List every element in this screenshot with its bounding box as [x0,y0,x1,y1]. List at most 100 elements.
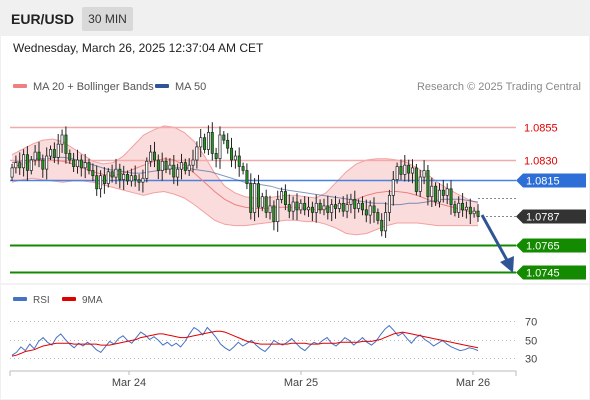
candle [49,145,53,160]
candle-body-down [37,151,41,161]
candle-body-down [414,167,418,192]
candle-body-down [434,185,438,203]
candle [164,157,168,174]
candle [241,162,245,175]
candle-body-down [353,198,357,209]
candle [83,153,87,179]
timestamp: Wednesday, March 26, 2025 12:37:04 AM CE… [13,41,264,55]
candle-body-up [430,185,434,198]
rsi-pane: 70 50 30 [10,317,537,366]
candle-body-up [114,168,118,178]
level-1-0745-tag [516,265,586,280]
candle-body-up [472,210,476,215]
candle [149,145,153,167]
candle-body-down [241,166,245,171]
candle-body-down [272,205,276,222]
candle-body-down [287,204,291,212]
candle-body-down [210,132,214,154]
candle [407,159,411,182]
candle [437,183,441,208]
candle-body-up [106,171,110,184]
candle [283,184,287,211]
candle-body-up [145,160,149,179]
candle [376,208,380,225]
candle-body-up [176,168,180,178]
candle [272,200,276,231]
candle [418,170,422,197]
candle [52,142,56,163]
candle [129,168,133,187]
candle-body-down [449,188,453,205]
candle-body-down [91,170,95,177]
candle [126,170,130,185]
candle [268,195,272,220]
candle-body-down [453,204,457,213]
ma9-line [11,330,479,357]
candle [360,196,364,216]
candle-body-up [437,189,441,203]
candle [179,153,183,180]
candle-body-down [372,205,376,213]
candle-body-up [395,166,399,180]
candle [233,150,237,169]
candle [168,158,172,175]
level-1-0815-label: 1.0815 [526,176,560,188]
candle-body-down [110,171,114,178]
level-1-0830-label: 1.0830 [524,156,558,168]
candle-body-down [68,153,72,161]
candle [334,195,338,219]
candle [68,149,72,164]
candle-body-up [191,159,195,166]
rsi-tick-label: 70 [525,317,537,329]
candle-body-down [172,164,176,178]
candle-body-up [141,177,145,183]
candle-body-up [195,146,199,161]
candle-body-up [337,202,341,209]
candle-body-down [326,205,330,213]
candle-body-up [199,137,203,148]
candle-body-up [160,160,164,171]
candle-body-up [83,162,87,169]
candle-body-down [461,202,465,211]
ma50-legend-swatch [155,84,169,88]
candle-body-up [33,151,37,161]
candle [160,152,164,181]
candle [280,187,284,204]
candle [245,163,249,190]
candle [291,196,295,220]
candle-body-down [18,162,22,169]
x-tick-label: Mar 26 [456,377,490,389]
candle-body-up [179,162,183,170]
candle [199,129,203,158]
candle [476,204,480,222]
candle-body-up [260,196,264,208]
candle [426,165,430,206]
candle-body-down [256,183,260,208]
candle-body-down [364,209,368,216]
candle-body-up [99,175,103,190]
candle [60,129,64,153]
candle [461,193,465,217]
candle [380,213,384,237]
candle [345,194,349,219]
credit-text: Research © 2025 Trading Central [417,81,581,93]
candle [137,174,141,191]
candle-body-down [407,164,411,174]
candle [141,169,145,193]
candle-body-up [22,154,26,169]
candle [203,133,207,154]
candle [122,165,126,190]
candle-body-up [349,198,353,205]
bollinger-lower-line [11,177,478,236]
candle [118,163,122,189]
candle [411,159,415,184]
candle-body-up [387,195,391,213]
candle [322,198,326,216]
candle [395,162,399,184]
timeframe-button[interactable]: 30 MIN [82,7,133,31]
candle-body-down [102,175,106,184]
x-tick-label: Mar 24 [112,377,146,389]
candle [414,163,418,196]
candles [10,122,480,238]
top-bar: EUR/USD 30 MIN [0,0,590,36]
